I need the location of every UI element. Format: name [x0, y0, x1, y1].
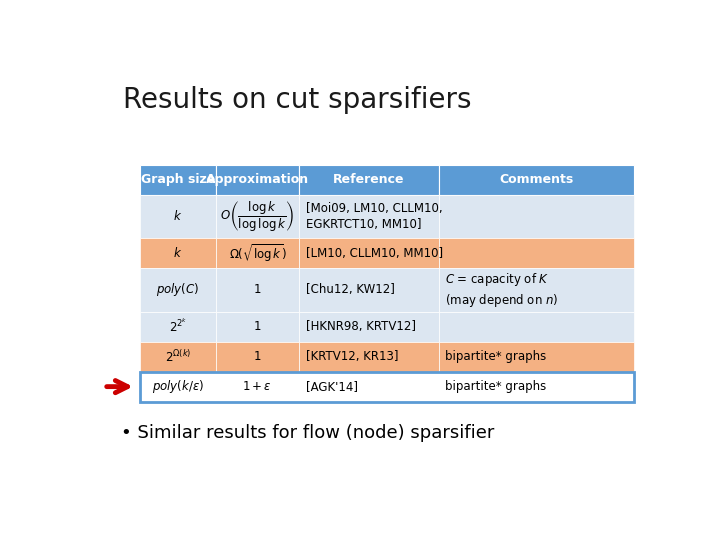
Bar [215, 194, 300, 238]
Text: $C$ = capacity of $K$
(may depend on $n$): $C$ = capacity of $K$ (may depend on $n$… [446, 271, 559, 309]
Bar [215, 268, 300, 312]
Text: Graph size: Graph size [141, 173, 215, 186]
Text: $\Omega(\sqrt{\log k})$: $\Omega(\sqrt{\log k})$ [228, 242, 287, 264]
Text: $k$: $k$ [174, 210, 182, 224]
Bar [140, 238, 215, 268]
Text: [AGK'14]: [AGK'14] [306, 380, 358, 393]
Bar [438, 238, 634, 268]
Bar [300, 165, 438, 194]
Bar [140, 342, 215, 372]
Bar [438, 312, 634, 342]
Text: $1$: $1$ [253, 350, 261, 363]
Text: bipartite* graphs: bipartite* graphs [446, 380, 546, 393]
Bar [438, 194, 634, 238]
Text: $O\left(\dfrac{\log k}{\log\log k}\right)$: $O\left(\dfrac{\log k}{\log\log k}\right… [220, 199, 294, 233]
Bar [300, 194, 438, 238]
Bar [215, 165, 300, 194]
Bar [300, 312, 438, 342]
Bar [140, 194, 215, 238]
Bar [140, 165, 215, 194]
Text: $poly(k/\varepsilon)$: $poly(k/\varepsilon)$ [152, 378, 204, 395]
Text: Results on cut sparsifiers: Results on cut sparsifiers [124, 85, 472, 113]
Text: [HKNR98, KRTV12]: [HKNR98, KRTV12] [306, 320, 416, 333]
Bar [300, 238, 438, 268]
Bar [215, 312, 300, 342]
Text: $2^{\Omega(k)}$: $2^{\Omega(k)}$ [165, 349, 191, 365]
Text: [Moi09, LM10, CLLM10,
EGKRTCT10, MM10]: [Moi09, LM10, CLLM10, EGKRTCT10, MM10] [306, 202, 443, 231]
Text: $1$: $1$ [253, 320, 261, 333]
Text: bipartite* graphs: bipartite* graphs [446, 350, 546, 363]
Text: [KRTV12, KR13]: [KRTV12, KR13] [306, 350, 398, 363]
Bar [300, 342, 438, 372]
Bar [215, 342, 300, 372]
Text: • Similar results for flow (node) sparsifier: • Similar results for flow (node) sparsi… [121, 424, 494, 442]
Bar [300, 268, 438, 312]
Text: $poly(C)$: $poly(C)$ [156, 281, 199, 299]
Text: Comments: Comments [499, 173, 574, 186]
Text: Approximation: Approximation [206, 173, 309, 186]
Text: $2^{2^k}$: $2^{2^k}$ [168, 318, 187, 335]
Bar [438, 342, 634, 372]
Text: Reference: Reference [333, 173, 405, 186]
Text: $1$: $1$ [253, 284, 261, 296]
Bar [215, 238, 300, 268]
Text: $k$: $k$ [174, 246, 182, 260]
Bar [438, 165, 634, 194]
Bar [140, 268, 215, 312]
Text: [Chu12, KW12]: [Chu12, KW12] [306, 284, 395, 296]
Bar [140, 312, 215, 342]
Text: $1 + \varepsilon$: $1 + \varepsilon$ [243, 380, 272, 393]
Bar [140, 372, 634, 402]
Bar [438, 268, 634, 312]
Text: [LM10, CLLM10, MM10]: [LM10, CLLM10, MM10] [306, 247, 443, 260]
